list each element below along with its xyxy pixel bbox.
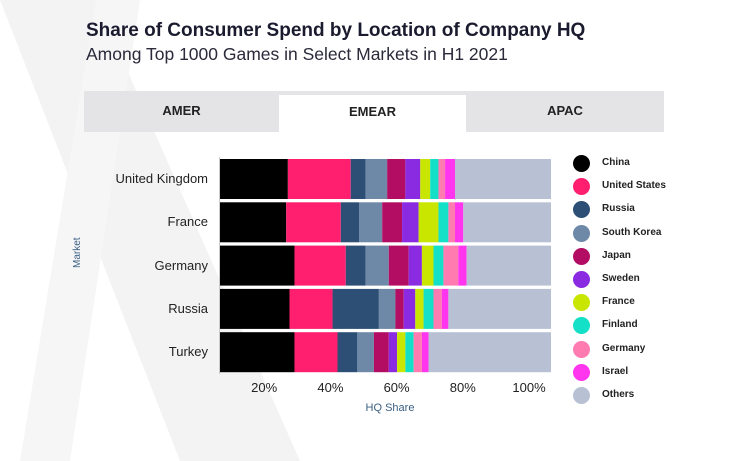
bar-segment-france-united-states [286,202,341,243]
bar-segment-russia-others [448,288,551,329]
bar-segment-turkey-russia [337,332,358,373]
bar-segment-france-russia [340,202,360,243]
x-axis-title: HQ Share [365,402,415,414]
bar-segment-turkey-china [220,332,295,373]
legend-swatch [573,317,590,335]
tab-apac[interactable]: APAC [547,103,583,118]
legend-swatch [573,271,590,288]
bar-segment-united-kingdom-russia [350,159,366,199]
legend-label: China [602,157,630,168]
bar-segment-russia-united-states [289,288,333,329]
bar-segment-turkey-sweden [388,332,398,373]
bar-segment-germany-russia [345,245,366,286]
category-label: Russia [168,300,208,316]
bar-segment-germany-japan [388,245,409,286]
bar-segment-france-south-korea [359,202,383,243]
x-tick-label: 100% [512,380,546,395]
bar-segment-russia-israel [441,288,449,329]
bar-segment-turkey-finland [405,332,414,373]
bar-segment-germany-united-states [294,245,346,286]
legend-swatch [573,201,590,219]
bar-segment-turkey-south-korea [357,332,374,373]
bar-segment-france-france [418,202,439,243]
bar-segment-turkey-france [397,332,406,373]
bar-segment-united-kingdom-japan [387,159,406,199]
x-tick-label: 40% [317,380,344,395]
legend-label: Russia [602,203,635,215]
bar-segment-russia-germany [433,288,442,329]
x-tick-label: 60% [383,380,410,395]
bar-segment-turkey-japan [373,332,389,373]
bar-segment-russia-sweden [403,288,416,329]
legend-swatch [573,178,590,196]
bar-segment-russia-finland [423,288,434,329]
category-label: France [167,214,208,230]
bar-segment-united-kingdom-china [220,159,288,199]
bar-segment-turkey-others [428,332,551,373]
bar-segment-germany-finland [433,245,444,286]
bar-segment-united-kingdom-south-korea [365,159,388,199]
legend-swatch [573,294,590,312]
bar-segment-france-china [220,202,287,243]
bar-segment-germany-france [421,245,434,286]
category-label: Germany [154,257,208,273]
bar-segment-france-germany [448,202,456,243]
legend-swatch [573,340,590,358]
bar-segment-united-kingdom-united-states [287,159,351,199]
bar-segment-united-kingdom-others [455,159,551,199]
legend-label: South Korea [602,226,662,238]
legend-swatch [573,224,590,242]
tab-amer[interactable]: AMER [162,103,201,118]
bar-segment-germany-china [220,245,295,286]
bar-segment-turkey-united-states [294,332,338,373]
legend-label: Finland [602,319,638,331]
bar-segment-united-kingdom-finland [430,159,439,199]
chart-subtitle: Among Top 1000 Games in Select Markets i… [86,44,508,64]
legend-label: France [602,296,635,308]
bar-segment-united-kingdom-france [420,159,431,199]
legend-swatch [573,363,590,381]
region-tabs: AMER EMEAR APAC [84,91,664,132]
legend-swatch [573,155,590,172]
bar-segment-germany-israel [458,245,467,286]
legend-label: Others [602,389,635,400]
bar-segment-russia-china [220,288,290,329]
bar-segment-turkey-germany [413,332,422,373]
bar-segment-united-kingdom-germany [438,159,446,199]
bar-segment-france-others [463,202,551,243]
category-label: Turkey [168,344,208,360]
bar-segment-france-sweden [402,202,419,243]
bar-segment-russia-france [415,288,424,329]
legend-label: Sweden [602,273,640,284]
x-tick-label: 20% [251,380,278,395]
legend-swatch [573,387,590,404]
bar-segment-turkey-israel [421,332,429,373]
bar-segment-france-japan [382,202,403,243]
bar-segment-france-israel [455,202,464,243]
bar-segment-germany-others [466,245,551,286]
bar-segment-russia-south-korea [378,288,396,329]
bar-segment-russia-japan [395,288,404,329]
legend-swatch [573,247,590,265]
bar-segment-germany-germany [443,245,459,286]
bar-segment-france-finland [438,202,449,243]
bar-segment-germany-south-korea [365,245,389,286]
category-label: United Kingdom [115,171,209,186]
legend-label: Japan [602,249,631,261]
bar-segment-united-kingdom-israel [445,159,456,199]
bar-segment-russia-russia [332,288,379,329]
bar-segment-germany-sweden [408,245,422,286]
x-tick-label: 80% [449,380,476,395]
tab-emear[interactable]: EMEAR [279,95,466,132]
bar-segment-united-kingdom-sweden [405,159,421,199]
chart-title: Share of Consumer Spend by Location of C… [86,20,586,41]
legend-label: United States [602,180,666,192]
legend-label: Israel [602,365,629,377]
legend-label: Germany [602,342,646,354]
y-axis-title: Market [72,237,83,268]
